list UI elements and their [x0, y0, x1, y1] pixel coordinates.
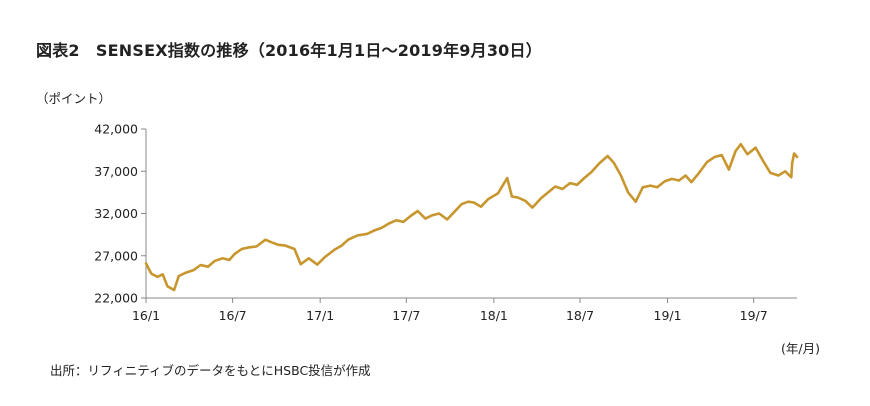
- x-tick-label: 18/1: [480, 308, 508, 323]
- y-tick-label: 32,000: [94, 206, 138, 221]
- chart-axes: [145, 129, 797, 299]
- x-tick-label: 18/7: [566, 308, 594, 323]
- series-lines: [144, 142, 799, 292]
- x-ticks: 16/1 16/7 17/1 17/7 18/1 18/7 19/1 19/7: [132, 298, 768, 323]
- x-tick-label: 16/1: [132, 308, 160, 323]
- x-axis-unit-label: (年/月): [781, 341, 820, 356]
- x-tick-label: 17/7: [392, 308, 420, 323]
- sensex-series-line: [144, 142, 799, 292]
- chart-title: 図表2 SENSEX指数の推移（2016年1月1日～2019年9月30日）: [36, 41, 542, 60]
- x-tick-label: 19/7: [740, 308, 768, 323]
- x-tick-label: 17/1: [306, 308, 334, 323]
- source-note: 出所：リフィニティブのデータをもとにHSBC投信が作成: [50, 363, 371, 378]
- y-tick-label: 27,000: [94, 248, 138, 263]
- y-ticks: 22,000 27,000 32,000 37,000 42,000: [94, 122, 146, 306]
- x-tick-label: 16/7: [219, 308, 247, 323]
- x-tick-label: 19/1: [654, 308, 682, 323]
- y-tick-label: 22,000: [94, 291, 138, 306]
- y-tick-label: 42,000: [94, 122, 138, 137]
- y-tick-label: 37,000: [94, 164, 138, 179]
- y-axis-unit-label: （ポイント）: [36, 91, 112, 106]
